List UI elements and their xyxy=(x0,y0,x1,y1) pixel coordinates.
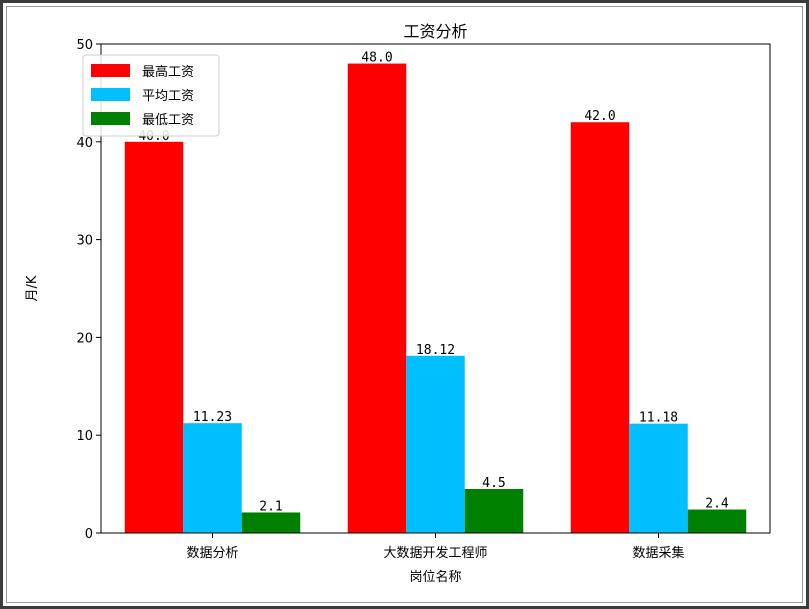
chart-title: 工资分析 xyxy=(403,22,467,41)
bar-value-label: 11.23 xyxy=(193,410,232,425)
bar-value-label: 2.4 xyxy=(705,497,729,512)
bar-2-0 xyxy=(241,512,301,533)
legend-swatch xyxy=(91,88,130,101)
plot-area-frame xyxy=(100,43,771,534)
x-tick-label: 大数据开发工程师 xyxy=(383,545,487,561)
bar-value-label: 48.0 xyxy=(361,51,392,66)
y-axis: 0 10 20 30 40 50 xyxy=(76,38,101,542)
bar-value-label: 11.18 xyxy=(639,411,678,426)
y-tick-label: 30 xyxy=(76,234,93,249)
bars-group xyxy=(124,63,747,534)
y-tick-label: 10 xyxy=(76,429,93,444)
x-axis-label: 岗位名称 xyxy=(409,569,461,585)
legend-label: 最低工资 xyxy=(142,113,194,128)
bar-value-label: 2.1 xyxy=(259,499,282,514)
x-tick-label: 数据采集 xyxy=(632,545,684,561)
legend-swatch xyxy=(91,64,130,77)
y-tick-label: 0 xyxy=(85,527,93,542)
y-tick-label: 20 xyxy=(76,331,93,346)
bar-value-label: 42.0 xyxy=(584,109,615,124)
bar-0-1 xyxy=(347,63,407,534)
bar-0-2 xyxy=(570,122,630,534)
y-tick-label: 40 xyxy=(76,136,93,151)
bar-2-1 xyxy=(464,488,524,533)
x-axis: 数据分析 大数据开发工程师 数据采集 xyxy=(186,533,685,561)
bar-1-2 xyxy=(629,423,688,533)
y-tick-label: 50 xyxy=(76,38,93,53)
bar-2-2 xyxy=(687,509,747,533)
x-tick-label: 数据分析 xyxy=(186,546,238,561)
legend-swatch xyxy=(91,112,130,125)
bar-1-1 xyxy=(406,355,465,533)
legend-label: 最高工资 xyxy=(142,64,194,80)
bar-0-0 xyxy=(124,141,184,534)
y-axis-label: 月/K xyxy=(25,275,40,301)
bar-value-label: 18.12 xyxy=(416,343,455,358)
bar-value-label: 4.5 xyxy=(482,476,505,491)
bar-1-0 xyxy=(183,423,242,533)
legend-label: 平均工资 xyxy=(142,89,194,104)
